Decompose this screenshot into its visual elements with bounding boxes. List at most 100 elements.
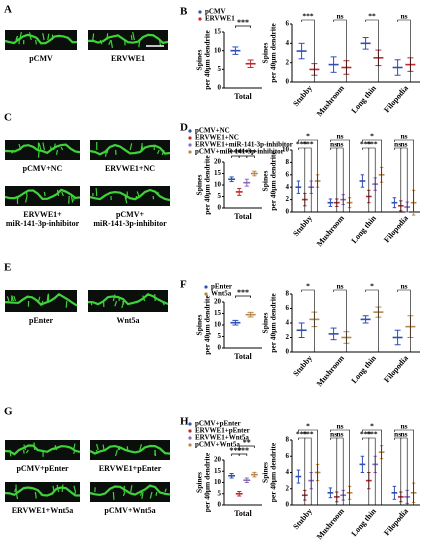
significance-bracket [400,147,408,212]
spine [25,192,28,197]
significance-bracket [336,437,344,505]
significance-bracket [330,139,350,212]
dendrite [4,486,81,497]
y-axis-label: per 40μm dendrite [269,442,278,502]
significance-label: ns [400,282,407,291]
spine [61,191,64,197]
spine [122,491,126,497]
legend-label: pCMV [205,8,226,16]
spine [95,188,98,197]
legend-marker [188,429,192,433]
spine [47,33,50,41]
significance-label: *** [237,446,249,455]
significance-label: ns [336,12,343,21]
image-caption: miR-141-3p-inhibitor [93,219,167,228]
spine [153,144,156,151]
micrograph [5,30,77,50]
legend-label: pEnter [211,283,232,291]
y-tick-label: 0 [286,78,290,86]
y-tick-label: 6 [286,452,290,460]
spine [15,491,19,500]
significance-label: * [370,132,374,141]
legend-marker [188,143,192,147]
image-caption: ERVWE1 [111,54,145,63]
y-tick-label: 15 [214,28,222,36]
significance-label: ns [330,140,337,149]
significance-label: ns [336,430,343,439]
y-tick-label: 20 [214,456,222,464]
legend-marker [204,292,208,296]
spine [61,484,64,493]
significance-label: *** [237,18,249,27]
significance-bracket [394,437,402,505]
y-axis-label: per 40μm dendrite [269,23,278,83]
significance-label: *** [360,430,372,439]
y-tick-label: 4 [286,468,290,476]
spine [37,149,40,158]
legend-marker [188,436,192,440]
y-axis-label: per 40μm dendrite [269,151,278,211]
panel-letter: C [4,112,12,124]
significance-bracket [368,147,376,212]
dendrite [4,143,81,155]
spine [112,294,116,302]
spine [114,449,118,457]
spine [155,491,158,496]
image-caption: ERVWE1+pEnter [99,464,162,473]
spine [19,32,22,41]
y-tick-label: 20 [214,158,222,166]
significance-bracket [304,437,312,505]
y-axis-label: Spines [261,462,270,483]
significance-label: *** [366,140,378,149]
spine [34,491,37,499]
spine [33,442,36,451]
y-tick-label: 20 [214,298,222,306]
micrograph [88,30,168,50]
legend-marker [188,443,192,447]
legend-marker [198,10,202,14]
y-tick-label: 0 [218,204,222,212]
legend-marker [204,285,208,289]
y-tick-label: 10 [282,146,290,154]
dendrite [4,33,78,45]
spine [158,39,162,47]
significance-bracket [330,437,338,505]
significance-label: ** [243,438,251,447]
spine [139,444,143,451]
significance-label: ns [336,282,343,291]
significance-label: *** [302,430,314,439]
significance-bracket [365,19,379,82]
spine [139,491,143,496]
significance-label: ns [400,132,407,141]
y-tick-label: 6 [286,170,290,178]
spine [110,39,114,48]
panel-letter: F [180,279,187,291]
significance-label: ns [330,430,337,439]
x-tick-label: Filopodia [382,354,410,385]
x-tick-label: Filopodia [382,507,410,538]
significance-bracket [235,25,251,28]
spine [138,39,141,48]
significance-label: ns [394,140,401,149]
image-caption: pCMV+pEnter [16,464,69,473]
significance-label: ns [394,430,401,439]
x-tick-label: Long thin [349,353,378,385]
spine [25,195,28,203]
image-caption: pCMV+NC [23,164,63,173]
significance-bracket [368,437,376,505]
significance-bracket [238,445,255,448]
spine [124,195,128,204]
significance-label: *** [237,148,249,157]
legend-marker [188,136,192,140]
y-tick-label: 0 [218,84,222,92]
y-tick-label: 5 [218,332,222,340]
x-tick-label: Stubby [291,84,314,109]
spine [122,300,125,305]
spine [60,146,64,151]
image-caption: pCMV+ [116,210,145,219]
y-tick-label: 0 [286,208,290,216]
spine [55,149,59,155]
image-caption: miR-141-3p-inhibitor [6,219,80,228]
significance-label: *** [360,140,372,149]
